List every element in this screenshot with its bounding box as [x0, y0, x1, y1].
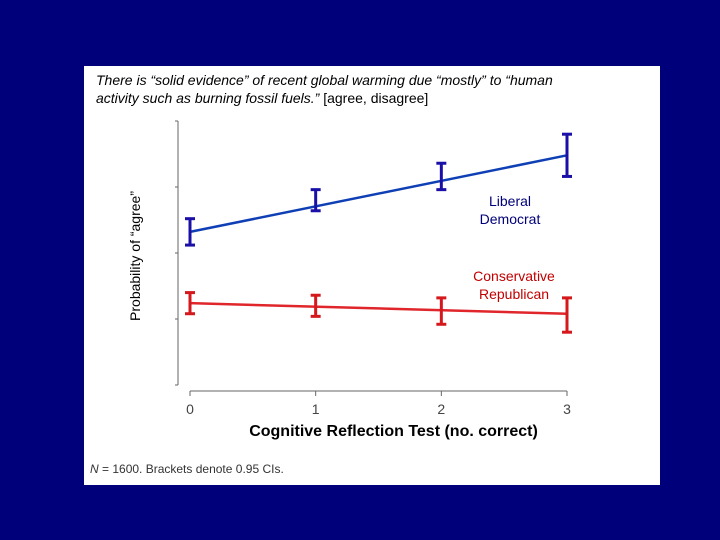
- x-axis-label: Cognitive Reflection Test (no. correct): [249, 423, 538, 440]
- series-label-liberal-democrat: Democrat: [480, 211, 541, 227]
- series-label-liberal-democrat: Liberal: [489, 193, 531, 209]
- chart-title-line-2-italic: activity such as burning fossil fuels.”: [96, 90, 320, 106]
- series-line-conservative-republican: [189, 301, 568, 315]
- x-tick-label: 2: [437, 401, 445, 417]
- footnote-n: N: [90, 462, 99, 476]
- x-tick-label: 3: [563, 401, 571, 417]
- series-line-liberal-democrat: [189, 154, 568, 234]
- chart-panel: There is “solid evidence” of recent glob…: [84, 66, 660, 485]
- x-tick-label: 0: [186, 401, 194, 417]
- footnote-text: = 1600. Brackets denote 0.95 CIs.: [98, 462, 284, 476]
- footnote: N = 1600. Brackets denote 0.95 CIs.: [90, 462, 284, 476]
- chart-plot: 0 1 2 3 Cognitive Reflection Test (no. corre…: [127, 120, 572, 440]
- chart-title-line-2-plain: [agree, disagree]: [319, 90, 429, 106]
- series-label-conservative-republican: Conservative: [473, 268, 555, 284]
- y-axis-label: Probability of “agree”: [127, 191, 143, 321]
- x-tick-label: 1: [312, 401, 320, 417]
- series-label-conservative-republican: Republican: [479, 286, 549, 302]
- chart-title-line-2: activity such as burning fossil fuels.” …: [96, 90, 428, 106]
- chart-title-line-1: There is “solid evidence” of recent glob…: [96, 72, 553, 88]
